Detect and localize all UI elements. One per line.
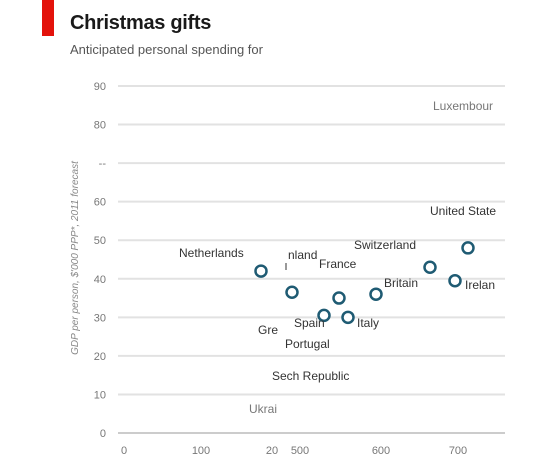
y-axis-label: GDP per person, $'000 PPP*, 2011 forecas… <box>70 160 81 355</box>
data-point-label: France <box>319 257 357 271</box>
data-point-marker <box>423 260 437 274</box>
data-point-label: Switzerland <box>354 238 416 252</box>
data-point-marker <box>341 310 355 325</box>
y-tick-label: 30 <box>94 312 106 324</box>
data-point-label: Sech Republic <box>272 369 349 383</box>
y-tick-label: 50 <box>94 235 106 247</box>
data-point-label: Portugal <box>285 337 330 351</box>
data-point-label: nland <box>288 248 317 262</box>
x-tick-label: 100 <box>192 445 210 457</box>
data-point-marker <box>254 264 268 278</box>
data-point-marker <box>369 287 383 301</box>
x-tick-label: 20 <box>266 445 278 457</box>
data-point-label: Spain <box>294 316 325 330</box>
y-tick-label: 40 <box>94 274 106 286</box>
data-point-label: Netherlands <box>179 246 244 260</box>
data-point-marker <box>332 291 346 305</box>
data-point-marker <box>317 308 331 323</box>
data-point-label: Italy <box>357 316 379 330</box>
y-tick-label: -- <box>99 158 107 170</box>
chart-title: Christmas gifts <box>70 12 212 34</box>
data-point-label: Irelan <box>465 278 495 292</box>
brand-accent-bar <box>42 0 54 36</box>
x-tick-label: 0 <box>121 445 127 457</box>
y-tick-label: 80 <box>94 120 106 132</box>
x-tick-label: 600 <box>372 445 390 457</box>
x-tick-label: 500 <box>291 445 309 457</box>
y-tick-label: 90 <box>94 81 106 93</box>
chart-subtitle: Anticipated personal spending for <box>70 42 263 57</box>
data-point-label: Gre <box>258 323 278 337</box>
data-point-marker <box>285 285 299 300</box>
y-tick-label: 20 <box>94 351 106 363</box>
y-tick-label: 60 <box>94 197 106 209</box>
y-tick-label: 10 <box>94 389 106 401</box>
x-tick-label: 700 <box>449 445 467 457</box>
data-point-marker <box>461 241 475 255</box>
y-tick-label: 0 <box>100 428 106 440</box>
data-point-label: United State <box>430 204 496 218</box>
data-point-label: Britain <box>384 276 418 290</box>
data-point-label: Luxembour <box>433 99 493 113</box>
data-point-label: Ukrai <box>249 402 277 416</box>
data-point-marker <box>448 273 462 288</box>
